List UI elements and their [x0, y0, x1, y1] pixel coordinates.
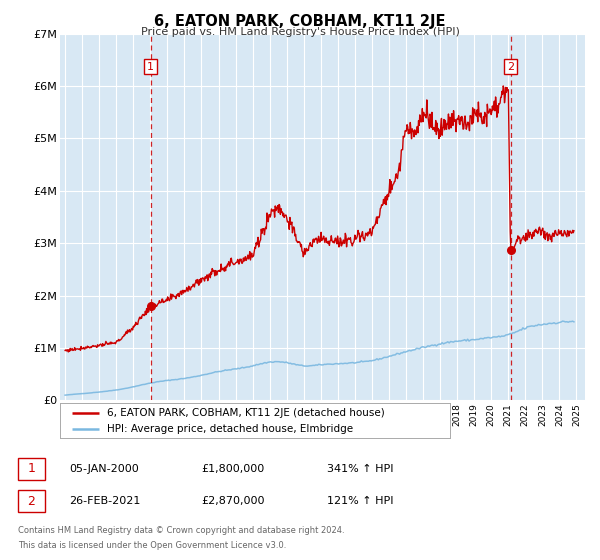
Text: Price paid vs. HM Land Registry's House Price Index (HPI): Price paid vs. HM Land Registry's House …	[140, 27, 460, 37]
Text: £1,800,000: £1,800,000	[201, 464, 264, 474]
Text: Contains HM Land Registry data © Crown copyright and database right 2024.: Contains HM Land Registry data © Crown c…	[18, 526, 344, 535]
Text: This data is licensed under the Open Government Licence v3.0.: This data is licensed under the Open Gov…	[18, 542, 286, 550]
Text: 121% ↑ HPI: 121% ↑ HPI	[327, 496, 394, 506]
Text: 1: 1	[147, 62, 154, 72]
Text: 2: 2	[28, 494, 35, 508]
Text: 05-JAN-2000: 05-JAN-2000	[69, 464, 139, 474]
Text: 1: 1	[28, 462, 35, 475]
Text: 6, EATON PARK, COBHAM, KT11 2JE: 6, EATON PARK, COBHAM, KT11 2JE	[154, 14, 446, 29]
Text: 341% ↑ HPI: 341% ↑ HPI	[327, 464, 394, 474]
Text: 6, EATON PARK, COBHAM, KT11 2JE (detached house): 6, EATON PARK, COBHAM, KT11 2JE (detache…	[107, 408, 385, 418]
Text: 2: 2	[507, 62, 514, 72]
Text: HPI: Average price, detached house, Elmbridge: HPI: Average price, detached house, Elmb…	[107, 424, 353, 434]
Text: 26-FEB-2021: 26-FEB-2021	[69, 496, 140, 506]
Text: £2,870,000: £2,870,000	[201, 496, 265, 506]
